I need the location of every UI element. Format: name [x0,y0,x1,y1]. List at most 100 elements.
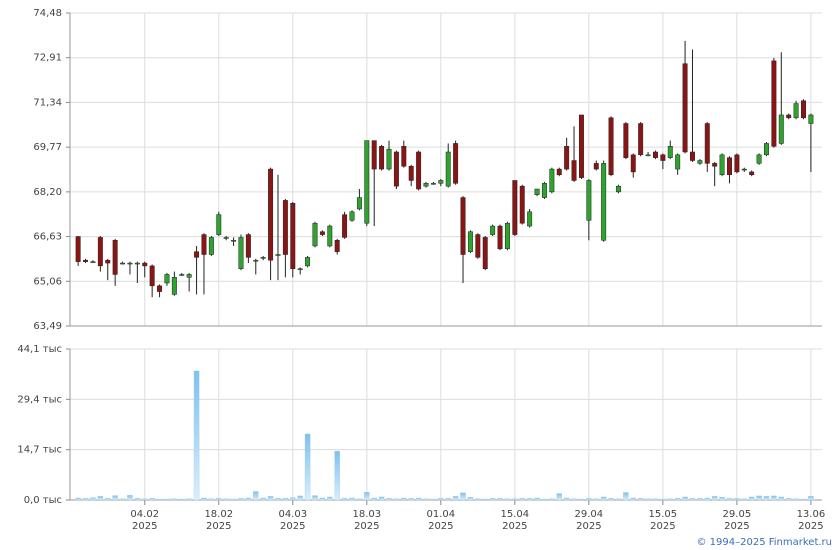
candle-body [749,171,755,176]
y-tick-label: 0,0 тыс [24,495,62,506]
volume-bar [563,497,570,501]
candle-body [645,154,651,157]
volume-bar [97,496,104,501]
candle-body [571,160,577,181]
volume-bar [808,496,814,501]
candle-body [786,114,792,119]
volume-bar [171,498,178,501]
y-tick-label: 66,63 [33,232,62,243]
candle-body [534,188,540,195]
volume-bar [371,497,377,501]
volume-bar [415,497,422,501]
volume-bar [785,498,792,501]
volume-bar [245,497,252,501]
candle-body [149,265,155,287]
volume-bar [460,492,466,501]
volume-bar [386,498,392,501]
volume-bar [711,496,718,501]
volume-bar [726,498,733,501]
volume-bar [401,497,407,501]
candle-body [608,117,614,176]
x-tick-sublabel: 2025 [576,521,601,532]
volume-bar [82,498,89,501]
candle-body [386,148,392,170]
candle-body [430,183,436,185]
candle-body [401,146,407,167]
candle-body [268,168,274,261]
volume-bar [763,496,770,501]
volume-bar [297,495,303,501]
candle-body [120,262,126,265]
candle-body [349,211,355,221]
volume-bar [637,498,644,501]
candle-body [564,146,570,170]
candle-body [512,180,518,235]
volume-bar [408,498,414,501]
volume-bar [674,498,681,501]
volume-bar [482,498,488,501]
volume-bar [267,496,274,501]
candle-body [342,214,348,238]
candle-body [305,257,311,267]
candle-body [379,146,385,170]
volume-bar [541,498,548,501]
candle-body [445,151,451,187]
volume-bar [489,498,496,501]
candle-body [527,211,533,227]
volume-bar [201,497,207,501]
candle-body [519,185,525,224]
volume-bar [156,498,163,501]
candle-body [282,200,288,255]
x-tick-sublabel: 2025 [502,521,527,532]
volume-bar [689,498,696,501]
candle-body [497,225,503,250]
candle-body [423,183,429,187]
volume-bar [748,496,755,501]
x-tick-label: 04.03 [278,509,307,520]
volume-bar [778,496,785,501]
x-tick-sublabel: 2025 [650,521,675,532]
candle-body [615,185,621,193]
volume-bar [327,496,333,501]
x-tick-sublabel: 2025 [280,521,305,532]
volume-bar [112,495,118,501]
candle-body [312,222,318,247]
volume-bar [312,495,318,501]
x-tick-sublabel: 2025 [798,521,823,532]
volume-bar [208,498,215,501]
candle-body [578,114,584,178]
candle-body [460,197,466,255]
candle-body [208,237,214,255]
candle-body [467,231,473,252]
y-tick-label: 14,7 тыс [17,445,62,456]
x-tick-label: 15.05 [649,509,678,520]
candle-body [179,274,185,276]
volume-bar [149,498,155,501]
candle-body [438,180,444,184]
candle-body [764,143,769,156]
candle-body [171,277,177,295]
candle-body [652,151,658,158]
volume-bar [423,498,429,501]
volume-bar [741,498,748,501]
volume-bar [364,491,370,501]
volume-bar [526,498,533,501]
candle-body [719,154,725,176]
volume-bar [534,497,540,501]
candle-body [556,168,562,176]
candle-body [697,160,703,164]
candle-body [393,151,399,187]
candle-body [164,274,170,284]
candle-body [675,154,681,170]
candle-body [778,114,784,144]
volume-bar [164,498,170,501]
footer[interactable]: © 1994–2025 Finmarket.ru [696,537,832,548]
y-tick-label: 72,91 [33,53,62,64]
candle-body [586,180,592,221]
volume-bar [630,497,637,501]
x-tick-sublabel: 2025 [206,521,231,532]
candle-body [260,257,266,259]
x-tick-label: 15.04 [501,509,530,520]
candle-body [157,285,163,292]
